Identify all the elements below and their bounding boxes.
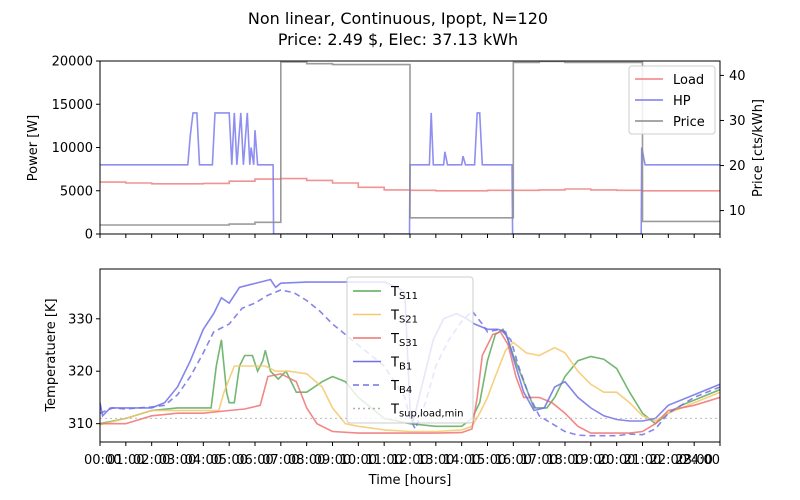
bottom-xtick-label: 18:00 bbox=[546, 453, 583, 468]
top-y2tick-label: 10 bbox=[729, 204, 746, 219]
bottom-xtick-label: 07:00 bbox=[262, 453, 299, 468]
bottom-xtick-label: 15:00 bbox=[469, 453, 506, 468]
bottom-legend-label: TS31 bbox=[390, 332, 418, 349]
bottom-xtick-label: 16:00 bbox=[495, 453, 532, 468]
bottom-xtick-label: 19:00 bbox=[572, 453, 609, 468]
bottom-legend-label: TB1 bbox=[390, 356, 412, 373]
top-legend: Load HP Price bbox=[628, 65, 716, 135]
temperature-plot: 310 320 330 00:0001:0002:0003:0004:0005:00… bbox=[44, 268, 721, 488]
bottom-ytick-label: 310 bbox=[68, 417, 93, 432]
series-hp-line bbox=[100, 112, 720, 234]
bottom-xtick-label: 06:00 bbox=[236, 453, 273, 468]
bottom-legend-label: Tsup,load,min bbox=[390, 403, 463, 420]
top-ylabel: Power [W] bbox=[26, 115, 41, 181]
top-ytick-label: 15000 bbox=[52, 98, 93, 113]
bottom-xtick-label: 02:00 bbox=[133, 453, 170, 468]
bottom-legend-box bbox=[346, 276, 474, 424]
bottom-legend-label: TS11 bbox=[390, 285, 418, 302]
top-legend-label: HP bbox=[673, 94, 691, 109]
bottom-xtick-label: 05:00 bbox=[210, 453, 247, 468]
bottom-xtick-label: 03:00 bbox=[159, 453, 196, 468]
bottom-xtick-label: 08:00 bbox=[288, 453, 325, 468]
bottom-xtick-label: 22:00 bbox=[650, 453, 687, 468]
bottom-xtick-label: 24:00 bbox=[683, 453, 720, 468]
top-legend-box bbox=[628, 65, 716, 135]
series-load-line bbox=[100, 177, 720, 192]
bottom-xtick-label: 20:00 bbox=[598, 453, 635, 468]
bottom-xlabel: Time [hours] bbox=[368, 473, 452, 488]
chart-title-line1: Non linear, Continuous, Ipopt, N=120 bbox=[248, 9, 548, 28]
bottom-xtick-label: 10:00 bbox=[340, 453, 377, 468]
bottom-xtick-label: 17:00 bbox=[520, 453, 557, 468]
bottom-ylabel: Temperatuere [K] bbox=[44, 298, 59, 412]
top-y2label: Price [cts/kWh] bbox=[751, 99, 766, 197]
bottom-xtick-label: 04:00 bbox=[185, 453, 222, 468]
top-legend-label: Price bbox=[673, 115, 705, 130]
chart-title-line2: Price: 2.49 $, Elec: 37.13 kWh bbox=[278, 30, 518, 49]
top-y2tick-label: 40 bbox=[729, 69, 746, 84]
series-t-s21-line bbox=[100, 341, 720, 433]
top-ytick-label: 0 bbox=[85, 228, 93, 243]
top-ytick-label: 20000 bbox=[52, 55, 93, 70]
top-ytick-label: 10000 bbox=[52, 141, 93, 156]
bottom-ytick-label: 330 bbox=[68, 312, 93, 327]
bottom-legend: TS11 TS21 TS31 TB1 TB4 Tsup,load,min bbox=[346, 276, 474, 424]
bottom-xtick-label: 23:00 bbox=[675, 453, 712, 468]
top-y2tick-label: 30 bbox=[729, 114, 746, 129]
bottom-legend-label: TB4 bbox=[390, 379, 412, 396]
top-ytick-label: 5000 bbox=[60, 184, 93, 199]
bottom-xtick-label: 12:00 bbox=[391, 453, 428, 468]
bottom-legend-label: TS21 bbox=[390, 309, 418, 326]
bottom-xtick-label: 13:00 bbox=[417, 453, 454, 468]
top-legend-label: Load bbox=[673, 73, 704, 88]
bottom-xtick-label: 21:00 bbox=[624, 453, 661, 468]
bottom-xtick-label: 14:00 bbox=[443, 453, 480, 468]
series-price-line bbox=[100, 61, 720, 226]
bottom-ytick-label: 320 bbox=[68, 365, 93, 380]
bottom-xtick-label: 01:00 bbox=[107, 453, 144, 468]
bottom-xtick-label: 09:00 bbox=[314, 453, 351, 468]
series-t-s31-line bbox=[100, 330, 720, 434]
bottom-xtick-label: 00:00 bbox=[84, 453, 121, 468]
top-y2tick-label: 20 bbox=[729, 159, 746, 174]
bottom-xtick-label: 11:00 bbox=[365, 453, 402, 468]
